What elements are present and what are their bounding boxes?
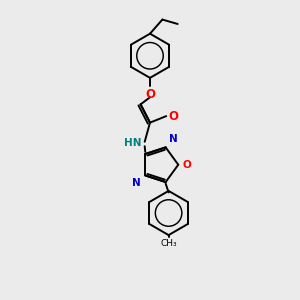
Text: O: O (145, 88, 155, 101)
Text: O: O (169, 110, 178, 123)
Text: O: O (183, 160, 191, 170)
Text: N: N (169, 134, 177, 144)
Text: HN: HN (124, 138, 141, 148)
Text: CH₃: CH₃ (160, 239, 177, 248)
Text: N: N (132, 178, 141, 188)
